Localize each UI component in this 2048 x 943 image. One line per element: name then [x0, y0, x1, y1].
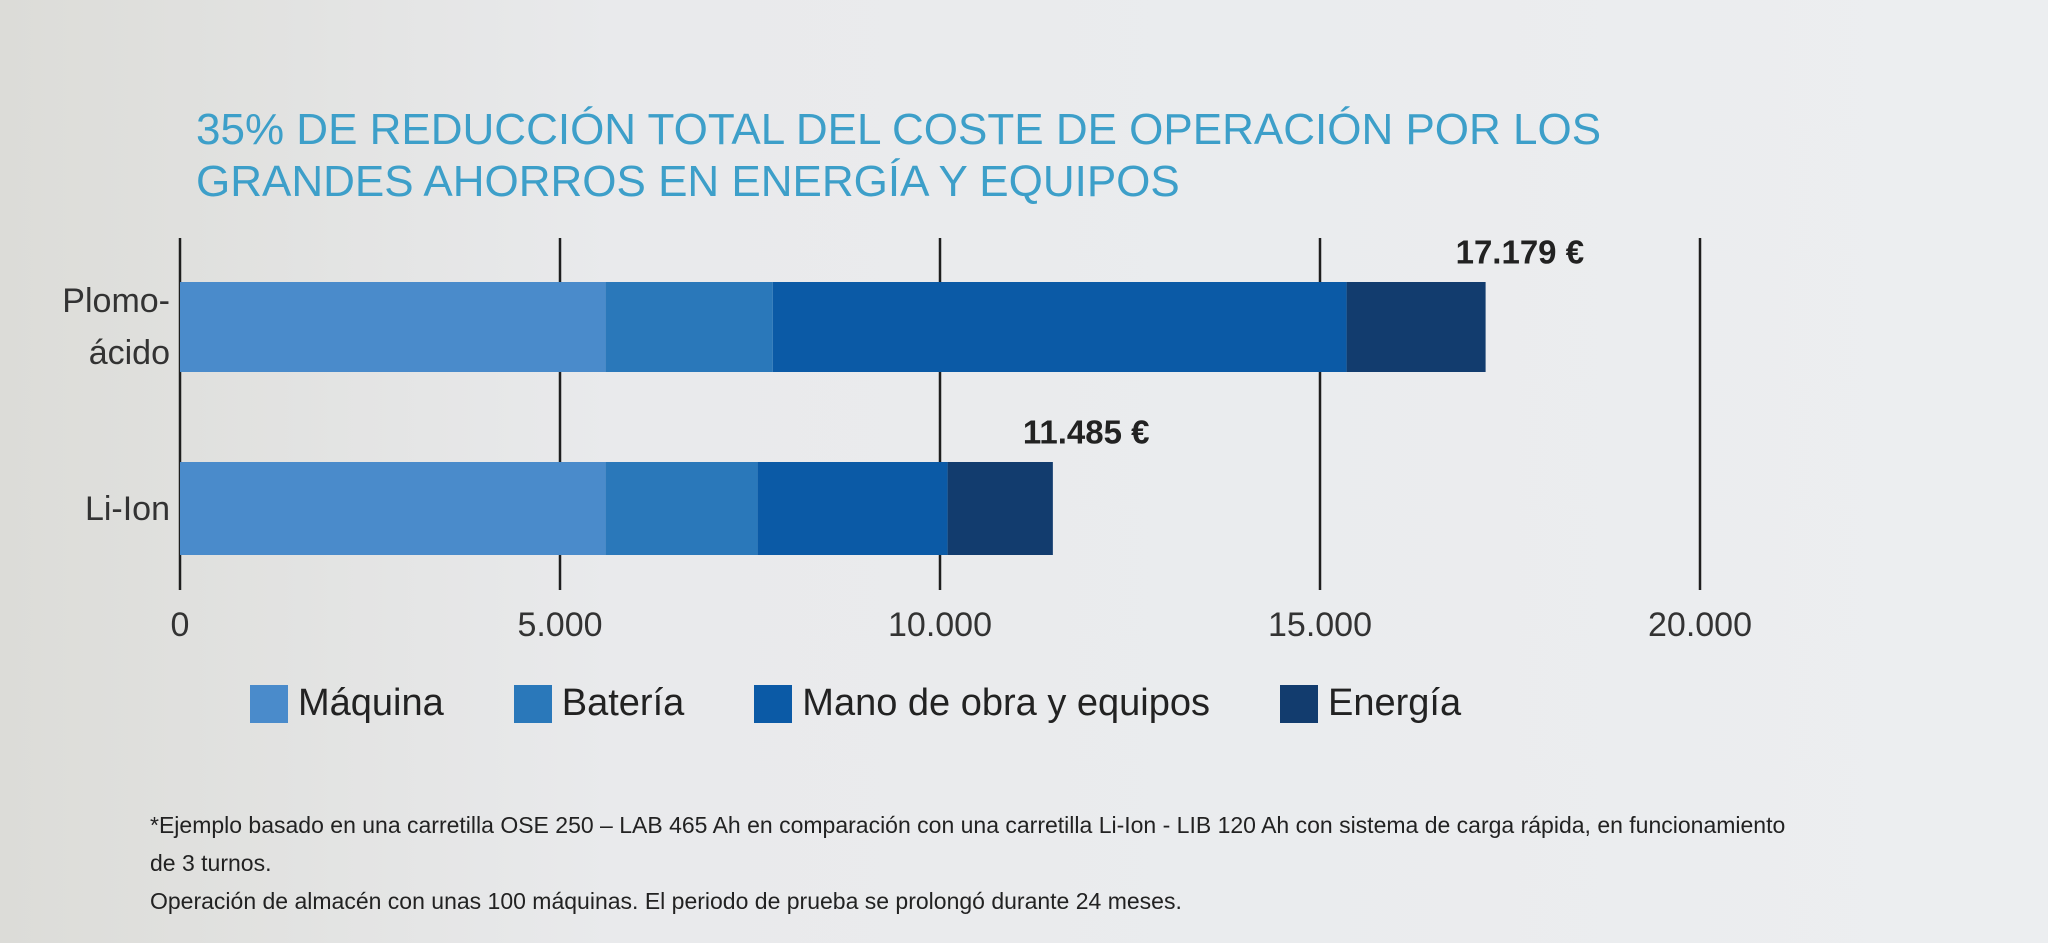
x-tick-label: 20.000 [1648, 606, 1752, 644]
legend-label: Batería [561, 682, 685, 724]
bar-segment [947, 462, 1053, 555]
legend-item: Máquina [250, 682, 444, 725]
x-tick-label: 10.000 [888, 606, 992, 644]
legend-item: Mano de obra y equipos [754, 682, 1210, 725]
bar-segment [605, 282, 773, 372]
total-label: 17.179 € [1456, 234, 1584, 271]
legend-item: Energía [1280, 682, 1461, 725]
footnotes: *Ejemplo basado en una carretilla OSE 25… [150, 806, 1785, 920]
legend-swatch [513, 684, 552, 723]
legend: Máquina Batería Mano de obra y equipos Ener… [250, 682, 1461, 725]
bar-segment [772, 282, 1347, 372]
category-label: Li-Ion [84, 489, 170, 528]
legend-label: Máquina [298, 682, 444, 724]
total-label: 11.485 € [1023, 414, 1150, 451]
bar-segment [180, 462, 606, 555]
legend-label: Energía [1328, 682, 1462, 724]
legend-item: Batería [513, 682, 685, 725]
category-label: Plomo- ácido [62, 282, 170, 372]
bar-segment [605, 462, 758, 555]
legend-swatch [250, 684, 288, 723]
bar-segment [1346, 282, 1486, 372]
bar-segment [180, 282, 606, 372]
legend-label: Mano de obra y equipos [802, 682, 1211, 724]
bar-segment [757, 462, 948, 555]
x-tick-label: 15.000 [1268, 606, 1372, 644]
chart-title: 35% DE REDUCCIÓN TOTAL DEL COSTE DE OPER… [196, 105, 1602, 206]
legend-swatch [754, 684, 793, 723]
legend-swatch [1280, 684, 1319, 723]
footnote: *Ejemplo basado en una carretilla OSE 25… [150, 812, 1786, 876]
x-tick-label: 5.000 [517, 606, 602, 644]
x-tick-label: 0 [171, 606, 190, 644]
footnote: Operación de almacén con unas 100 máquin… [150, 888, 1182, 914]
